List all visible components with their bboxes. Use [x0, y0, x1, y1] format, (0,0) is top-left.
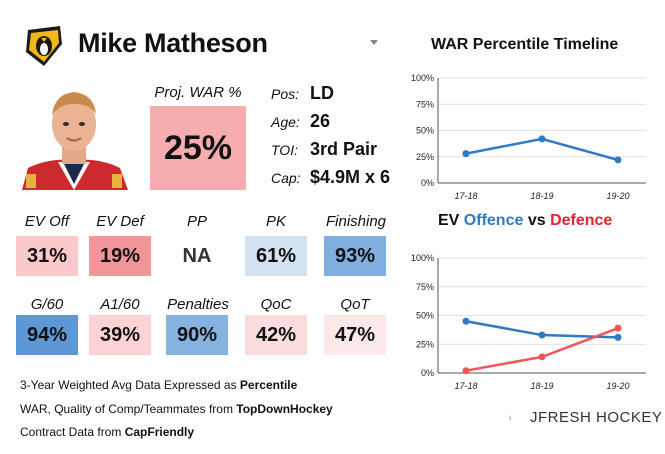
age-label: Age:: [271, 114, 300, 130]
y-tick-label: 50%: [416, 311, 434, 321]
ev-title-defence: Defence: [550, 212, 613, 229]
x-tick-label: 18-19: [530, 191, 553, 200]
footnote-contract-source: Contract Data from CapFriendly: [20, 425, 195, 439]
data-point: [538, 353, 546, 361]
y-tick-label: 75%: [416, 99, 434, 109]
brand-logo-icon: [508, 415, 511, 421]
ev-off-value: 31%: [16, 236, 78, 276]
proj-war-label: Proj. WAR %: [154, 84, 242, 101]
y-tick-label: 100%: [411, 253, 434, 263]
x-tick-label: 19-20: [606, 191, 629, 200]
qot-label: QoT: [340, 296, 370, 313]
brand-name: JFRESH HOCKEY: [530, 409, 663, 426]
x-tick-label: 17-18: [454, 191, 477, 200]
penalties-label: Penalties: [167, 296, 229, 313]
qoc-label: QoC: [260, 296, 292, 313]
ev-off-label: EV Off: [24, 213, 70, 230]
data-point: [614, 333, 622, 341]
y-tick-label: 50%: [416, 126, 434, 136]
data-point: [462, 317, 470, 325]
qoc-value: 42%: [245, 315, 307, 355]
footnote-war-source: WAR, Quality of Comp/Teammates from TopD…: [20, 402, 333, 416]
ev-def-value: 19%: [89, 236, 151, 276]
x-tick-label: 18-19: [530, 381, 553, 391]
finishing-value: 93%: [324, 236, 386, 276]
war-timeline-chart: 0% 25% 50% 75% 100% 17-18 18-19 19-20: [411, 73, 646, 200]
data-point: [462, 367, 470, 375]
position-label: Pos:: [271, 86, 300, 102]
g60-value: 94%: [16, 315, 78, 355]
a160-label: A1/60: [100, 296, 140, 313]
pp-label: PP: [186, 213, 207, 230]
y-tick-label: 0%: [421, 178, 434, 188]
qot-value: 47%: [324, 315, 386, 355]
g60-label: G/60: [30, 296, 64, 313]
player-dropdown-icon[interactable]: [370, 40, 378, 45]
footnote-percentile: 3-Year Weighted Avg Data Expressed as Pe…: [20, 378, 298, 392]
y-tick-label: 75%: [416, 282, 434, 292]
data-point: [538, 331, 546, 339]
data-point: [462, 150, 470, 158]
y-tick-label: 0%: [421, 368, 434, 378]
a160-value: 39%: [89, 315, 151, 355]
ev-title-offence: Offence: [463, 212, 524, 229]
ev-offence-defence-chart: 0% 25% 50% 75% 100% 17-18 18-19 19-20: [411, 253, 646, 391]
data-point: [614, 324, 622, 332]
position-value: LD: [310, 83, 334, 103]
y-tick-label: 25%: [416, 339, 434, 349]
penalties-value: 90%: [166, 315, 228, 355]
finishing-label: Finishing: [325, 213, 387, 230]
toi-value: 3rd Pair: [310, 139, 378, 159]
proj-war-value: 25%: [150, 106, 246, 190]
war-timeline-title: WAR Percentile Timeline: [431, 36, 619, 53]
ev-chart-title: EV Offence vs Defence: [438, 212, 613, 229]
pp-value: NA: [166, 236, 228, 276]
player-name: Mike Matheson: [78, 28, 268, 58]
team-logo: [26, 26, 62, 66]
x-tick-label: 19-20: [606, 381, 629, 391]
cap-label: Cap:: [271, 170, 301, 186]
pk-value: 61%: [245, 236, 307, 276]
x-tick-label: 17-18: [454, 381, 477, 391]
toi-label: TOI:: [271, 142, 298, 158]
age-value: 26: [310, 111, 331, 131]
cap-value: $4.9M x 6: [310, 167, 391, 187]
pk-label: PK: [265, 213, 286, 230]
data-point: [614, 156, 622, 164]
y-tick-label: 100%: [411, 73, 434, 83]
y-tick-label: 25%: [416, 152, 434, 162]
data-point: [538, 135, 546, 143]
player-headshot: [18, 80, 130, 190]
ev-def-label: EV Def: [96, 213, 144, 230]
